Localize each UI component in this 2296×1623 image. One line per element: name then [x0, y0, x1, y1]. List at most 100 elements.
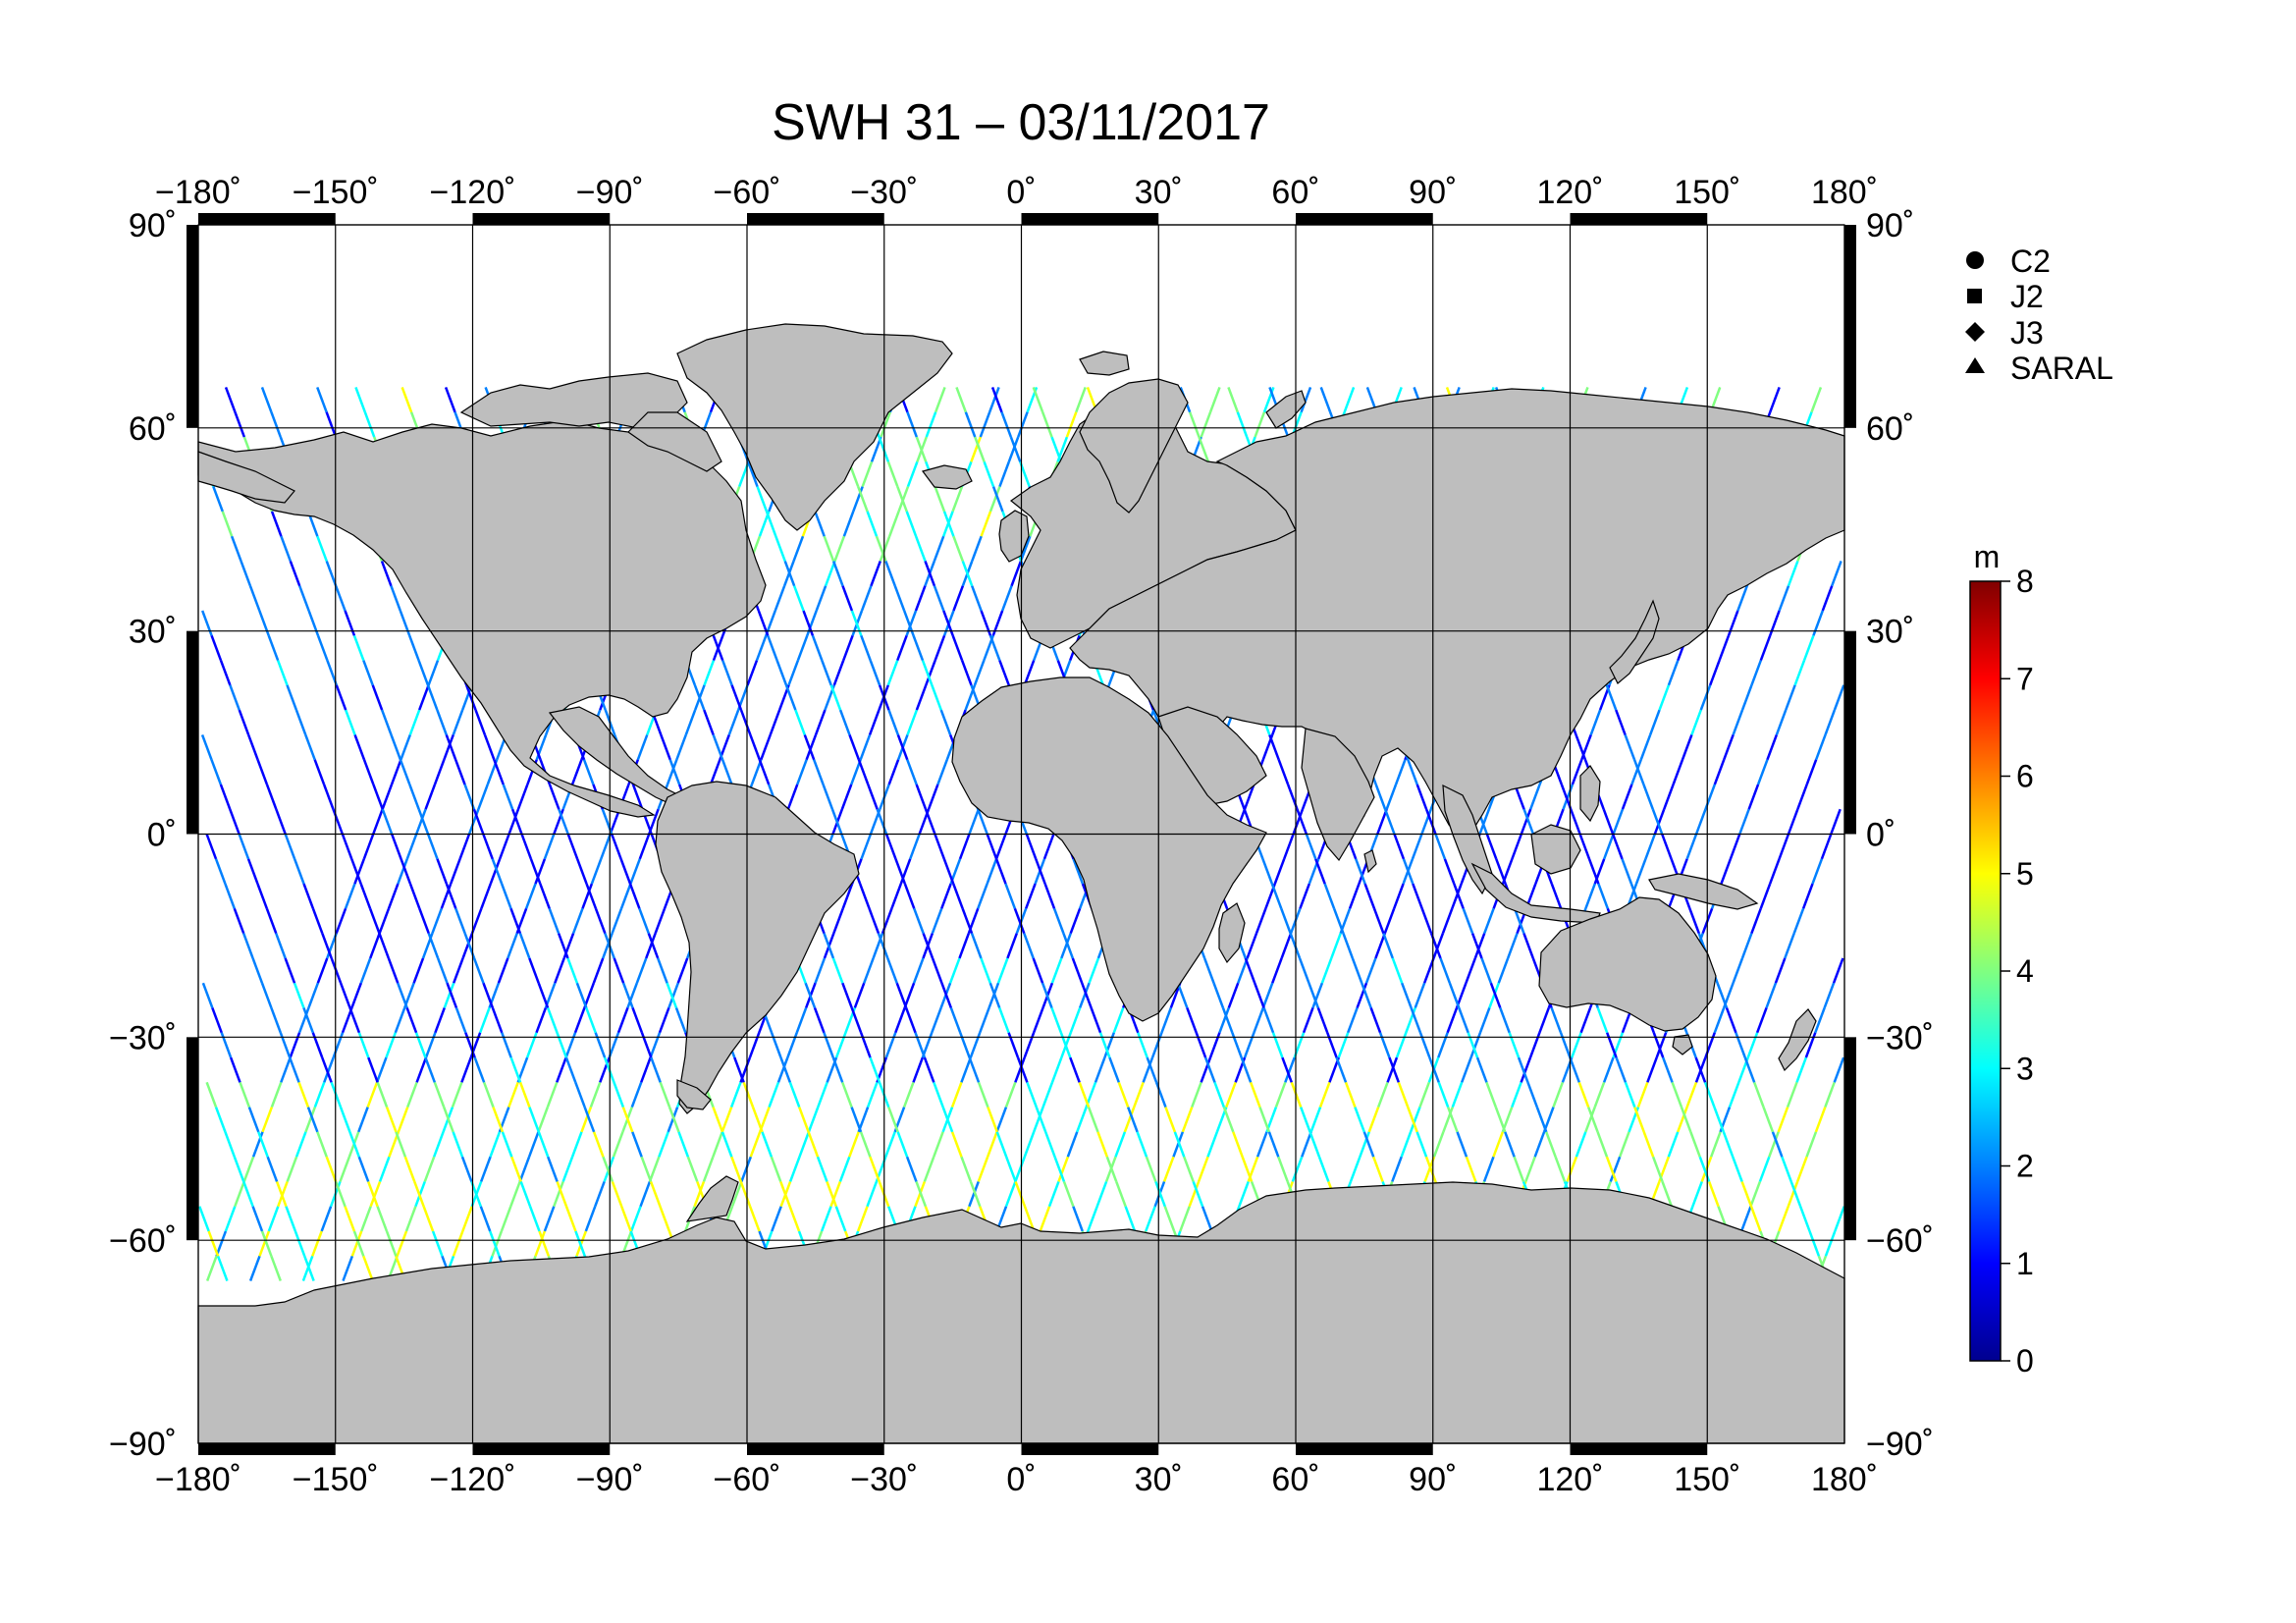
latitude-tick-label: 0˚	[147, 817, 177, 854]
track-segment	[1587, 858, 1600, 885]
track-segment	[1694, 1056, 1707, 1083]
track-segment	[703, 660, 716, 686]
track-segment	[288, 1056, 300, 1083]
track-segment	[912, 1056, 925, 1083]
track-segment	[1821, 585, 1834, 612]
track-segment	[321, 933, 333, 959]
track-segment	[1485, 1081, 1498, 1109]
track-segment	[971, 585, 983, 612]
track-segment	[224, 1206, 237, 1232]
track-segment	[1309, 1107, 1322, 1133]
track-segment	[233, 907, 245, 935]
track-segment	[554, 957, 565, 984]
track-segment	[408, 883, 421, 909]
track-segment	[1560, 784, 1573, 810]
track-segment	[256, 759, 269, 785]
track-segment	[749, 1131, 762, 1158]
track-segment	[1575, 1131, 1587, 1158]
track-segment	[867, 784, 879, 810]
track-segment	[636, 733, 649, 761]
track-segment	[676, 957, 689, 984]
track-segment	[1789, 1180, 1802, 1208]
track-segment	[366, 1081, 379, 1109]
track-segment	[479, 1206, 492, 1232]
track-segment	[1344, 1081, 1357, 1109]
track-segment	[470, 907, 483, 935]
track-segment	[1213, 1081, 1226, 1109]
svalbard	[1079, 351, 1130, 376]
track-segment	[751, 1107, 764, 1133]
track-segment	[1453, 883, 1465, 909]
track-segment	[794, 709, 806, 735]
track-segment	[1258, 1107, 1271, 1133]
border-bar-segment	[187, 225, 198, 428]
southeast-asia-peninsula	[1442, 784, 1493, 895]
track-segment	[1241, 1156, 1254, 1182]
track-segment	[548, 784, 561, 810]
track-segment	[267, 634, 280, 661]
track-segment	[613, 957, 625, 984]
track-segment	[842, 634, 854, 661]
track-segment	[886, 460, 899, 488]
track-segment	[497, 957, 509, 984]
track-segment	[1244, 957, 1256, 984]
track-segment	[913, 907, 925, 935]
track-segment	[749, 733, 761, 761]
track-segment	[987, 1107, 998, 1133]
track-segment	[1292, 808, 1305, 835]
track-segment	[1785, 684, 1796, 711]
track-segment	[477, 784, 489, 810]
track-segment	[214, 858, 227, 885]
longitude-tick-label: 120˚	[1536, 174, 1603, 211]
track-segment	[1786, 1081, 1798, 1109]
track-segment	[539, 883, 551, 909]
track-segment	[520, 834, 533, 860]
track-segment	[558, 808, 569, 835]
track-segment	[1458, 1007, 1469, 1034]
track-segment	[454, 907, 466, 935]
track-segment	[1041, 1081, 1054, 1109]
legend-item-saral: SARAL	[1965, 351, 2113, 386]
track-segment	[1571, 759, 1583, 785]
colorbar-tick-label: 1	[2016, 1246, 2034, 1281]
track-segment	[831, 560, 844, 587]
track-segment	[742, 1081, 755, 1109]
track-segment	[746, 660, 759, 686]
track-segment	[1188, 411, 1201, 438]
track-segment	[454, 759, 466, 785]
track-segment	[1010, 560, 1023, 587]
track-segment	[1041, 411, 1053, 438]
track-segment	[424, 1056, 436, 1083]
track-segment	[848, 733, 861, 761]
track-segment	[1115, 1180, 1127, 1208]
track-segment	[443, 1107, 454, 1133]
track-segment	[557, 933, 569, 959]
track-segment	[240, 560, 252, 587]
track-segment	[313, 1081, 326, 1109]
track-segment	[1277, 1156, 1289, 1182]
colorbar-unit: m	[1974, 539, 2001, 574]
track-segment	[979, 1007, 990, 1034]
track-segment	[1072, 858, 1085, 885]
track-segment	[870, 560, 881, 587]
scandinavia-landmass	[1079, 378, 1189, 514]
track-segment	[1146, 1056, 1158, 1083]
track-segment	[602, 1156, 614, 1182]
track-segment	[285, 1206, 297, 1232]
track-segment	[1050, 1056, 1063, 1083]
track-segment	[1261, 858, 1274, 885]
track-segment	[1513, 1156, 1525, 1182]
track-segment	[1716, 982, 1729, 1008]
track-segment	[1222, 1107, 1235, 1133]
longitude-tick-label: 180˚	[1811, 1461, 1878, 1498]
track-segment	[1238, 1180, 1250, 1208]
track-segment	[832, 660, 845, 686]
track-segment	[1456, 1131, 1468, 1158]
track-segment	[905, 511, 918, 537]
track-segment	[838, 1156, 851, 1182]
indian-subcontinent	[1301, 728, 1375, 862]
track-segment	[1624, 1081, 1636, 1109]
track-segment	[961, 907, 974, 935]
track-segment	[923, 1156, 935, 1182]
track-segment	[1142, 1056, 1154, 1083]
